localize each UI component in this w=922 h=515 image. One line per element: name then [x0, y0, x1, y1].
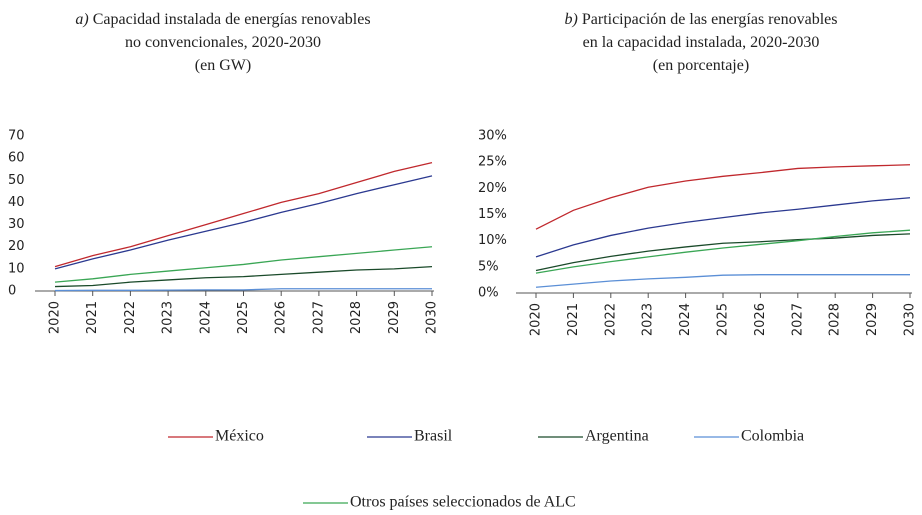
y-tick-label: 50: [8, 173, 25, 188]
x-tick-label: 2026: [274, 301, 289, 334]
y-tick-label: 10%: [478, 233, 507, 248]
data-line: [54, 246, 433, 283]
x-tick-label: 2029: [387, 301, 402, 334]
x-tick-label: 2026: [753, 303, 768, 336]
x-tick-label: 2027: [790, 303, 805, 336]
y-tick-label: 30%: [478, 129, 507, 144]
data-line: [535, 233, 911, 272]
data-line: [54, 288, 432, 292]
data-line: [535, 229, 911, 274]
x-tick-label: 2025: [716, 303, 731, 336]
data-line: [54, 265, 433, 288]
x-tick-label: 2022: [123, 301, 138, 334]
legend-label: Colombia: [741, 428, 804, 445]
title-line: Capacidad instalada de energías renovabl…: [93, 11, 371, 28]
data-line: [535, 197, 911, 258]
y-tick-label: 20%: [478, 181, 507, 196]
x-tick-label: 2025: [236, 301, 251, 334]
y-tick-label: 0%: [478, 286, 499, 301]
y-tick-label: 25%: [478, 155, 507, 170]
y-tick-label: 5%: [478, 259, 499, 274]
x-tick-label: 2023: [161, 301, 176, 334]
chart-title: en la capacidad instalada, 2020-2030: [583, 34, 820, 51]
title-line: no convencionales, 2020-2030: [125, 34, 321, 51]
title-line: (en GW): [195, 57, 251, 74]
y-tick-label: 10: [8, 261, 25, 276]
x-tick-label: 2021: [566, 303, 581, 336]
data-line: [535, 274, 910, 288]
x-tick-label: 2028: [828, 303, 843, 336]
x-tick-label: 2024: [678, 303, 693, 336]
y-tick-label: 40: [8, 195, 25, 210]
x-tick-label: 2023: [641, 303, 656, 336]
chart-title: (en porcentaje): [653, 57, 749, 74]
x-tick-label: 2028: [349, 301, 364, 334]
legend-label: Brasil: [414, 428, 453, 445]
x-tick-label: 2020: [48, 301, 63, 334]
x-tick-label: 2020: [529, 303, 544, 336]
data-line: [54, 175, 433, 270]
x-tick-label: 2022: [603, 303, 618, 336]
panel-label: b): [565, 11, 578, 28]
panel-label: a): [75, 11, 88, 28]
legend-label: Otros países seleccionados de ALC: [350, 494, 576, 511]
x-tick-label: 2029: [865, 303, 880, 336]
x-tick-label: 2024: [198, 301, 213, 334]
y-tick-label: 20: [8, 239, 25, 254]
chart-title: no convencionales, 2020-2030: [125, 34, 321, 51]
chart-title: (en GW): [195, 57, 251, 74]
legend-label: Argentina: [585, 428, 649, 445]
title-line: (en porcentaje): [653, 57, 749, 74]
x-tick-label: 2030: [425, 301, 440, 334]
y-tick-label: 70: [8, 129, 25, 144]
x-tick-label: 2030: [903, 303, 918, 336]
data-line: [535, 164, 911, 230]
y-tick-label: 30: [8, 217, 25, 232]
x-tick-label: 2021: [85, 301, 100, 334]
data-line: [54, 161, 433, 268]
chart-title: a) Capacidad instalada de energías renov…: [75, 11, 370, 28]
title-line: en la capacidad instalada, 2020-2030: [583, 34, 820, 51]
y-tick-label: 0: [8, 284, 16, 299]
y-tick-label: 15%: [478, 207, 507, 222]
chart-title: b) Participación de las energías renovab…: [565, 11, 838, 28]
x-tick-label: 2027: [311, 301, 326, 334]
y-tick-label: 60: [8, 151, 25, 166]
title-line: Participación de las energías renovables: [582, 11, 838, 28]
legend-label: México: [215, 428, 264, 445]
